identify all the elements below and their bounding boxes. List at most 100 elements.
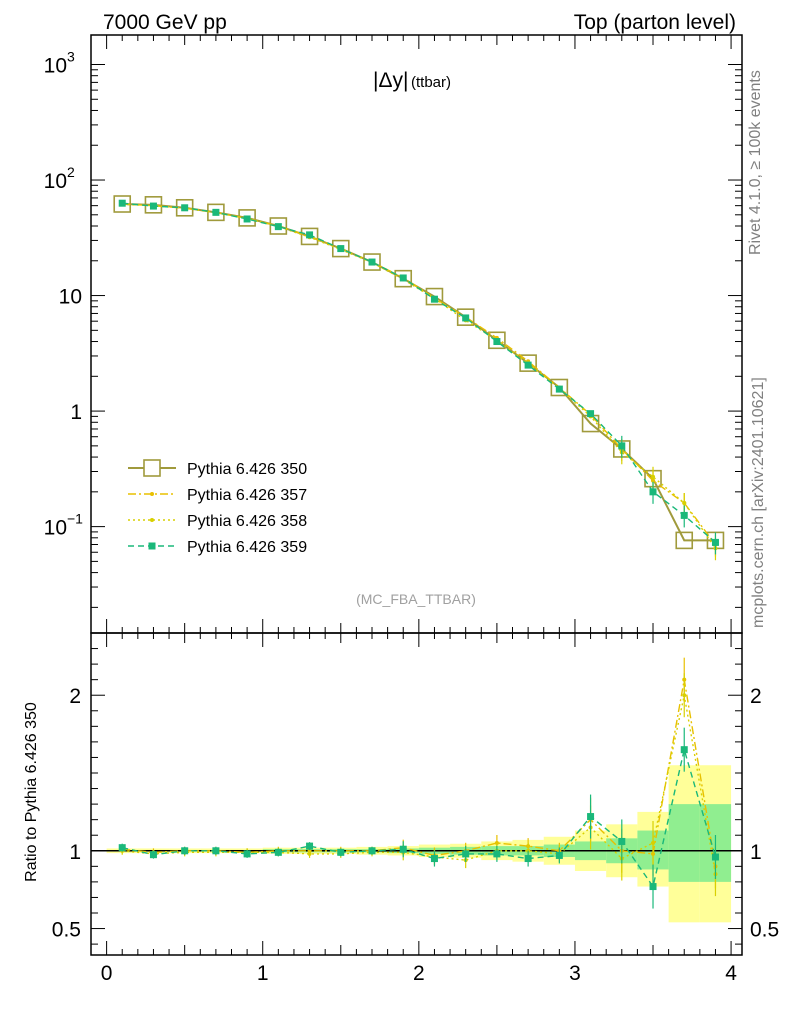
data-point <box>680 511 688 519</box>
data-point <box>269 217 288 235</box>
legend-marker <box>150 518 154 522</box>
rivet-label: Rivet 4.1.0, ≥ 100k events <box>747 70 764 255</box>
main-ytick-label: 10 <box>44 170 67 193</box>
data-point <box>430 855 438 863</box>
data-point <box>675 531 694 550</box>
ratio-line <box>122 746 717 889</box>
data-point <box>306 231 314 239</box>
legend-entry: Pythia 6.426 357 <box>128 487 307 504</box>
data-point <box>651 474 656 479</box>
data-point <box>331 239 350 258</box>
data-point <box>649 883 657 891</box>
data-point <box>462 850 470 858</box>
ratio-ylabel: Ratio to Pythia 6.426 350 <box>23 702 40 882</box>
legend-label: Pythia 6.426 350 <box>187 461 307 478</box>
data-point <box>587 813 595 821</box>
data-point <box>462 314 470 322</box>
data-point <box>524 855 532 863</box>
series-3 <box>118 199 719 555</box>
series-line <box>122 202 716 543</box>
data-point <box>274 848 282 856</box>
series-2 <box>120 202 718 561</box>
data-point <box>555 385 563 393</box>
data-point <box>337 848 345 856</box>
ratio-ytick-label-left: 2 <box>69 685 81 708</box>
legend-label: Pythia 6.426 357 <box>187 487 307 504</box>
data-point <box>300 227 319 246</box>
main-ytick-label: 10 <box>59 286 82 309</box>
legend-label: Pythia 6.426 359 <box>187 539 307 556</box>
data-point <box>306 842 314 850</box>
legend-entry: Pythia 6.426 350 <box>128 459 307 478</box>
ratio-line <box>122 679 717 867</box>
data-point <box>243 215 251 223</box>
legend-marker <box>143 459 161 477</box>
analysis-label: (MC_FBA_TTBAR) <box>356 591 476 607</box>
main-ytick-exponent: 3 <box>67 48 75 64</box>
legend-entry: Pythia 6.426 359 <box>128 539 307 556</box>
xtick-label: 1 <box>257 962 269 985</box>
data-point <box>149 851 157 859</box>
data-point <box>337 245 345 253</box>
data-point <box>118 844 126 852</box>
data-point <box>307 851 312 856</box>
ratio-ytick-label-left: 1 <box>69 841 81 864</box>
legend: Pythia 6.426 350 Pythia 6.426 357 Pythia 6… <box>128 459 307 556</box>
data-point <box>682 501 687 506</box>
plot-title: |Δy| <box>373 69 408 92</box>
main-ytick-label: 10 <box>44 517 67 540</box>
main-ytick-exponent: −1 <box>67 511 83 527</box>
data-point <box>711 853 719 861</box>
data-point <box>274 223 282 231</box>
data-point <box>550 378 569 397</box>
series-line <box>122 203 717 549</box>
legend-entry: Pythia 6.426 358 <box>128 513 307 530</box>
data-point <box>618 837 626 845</box>
data-point <box>456 308 475 326</box>
data-point <box>399 845 407 853</box>
data-point <box>394 269 413 288</box>
data-point <box>493 850 501 858</box>
data-point <box>493 338 501 346</box>
ratio-ytick-label-right: 0.5 <box>750 919 779 942</box>
data-point <box>425 287 444 306</box>
legend-marker <box>148 542 156 550</box>
ratio-ytick-label-right: 2 <box>750 685 762 708</box>
ratio-ytick-label-right: 1 <box>750 841 762 864</box>
data-point <box>212 208 220 216</box>
ratio-panel: 0.5 0.5 1 1 2 2 0 1 2 3 4 Ratio to Pythia 6.426 35… <box>23 632 779 985</box>
data-point <box>711 538 719 546</box>
data-point <box>430 295 438 303</box>
header-right: Top (parton level) <box>574 11 736 34</box>
plot-title-suffix: (ttbar) <box>411 74 451 91</box>
data-point <box>651 841 656 845</box>
data-point <box>368 847 376 855</box>
main-ytick-label: 10 <box>44 54 67 77</box>
ratio-ytick-label-left: 0.5 <box>52 919 81 942</box>
data-point <box>363 253 381 271</box>
ratio-frame <box>90 632 743 956</box>
data-point <box>149 202 157 210</box>
data-point <box>555 851 563 859</box>
legend-marker <box>150 492 154 496</box>
data-point <box>682 693 687 698</box>
main-ytick-label: 1 <box>70 401 82 424</box>
data-point <box>212 847 220 855</box>
data-point <box>118 199 126 207</box>
data-point <box>618 442 626 450</box>
data-point <box>243 850 251 858</box>
xtick-label: 3 <box>569 962 581 985</box>
legend-label: Pythia 6.426 358 <box>187 513 307 530</box>
mcplots-label: mcplots.cern.ch [arXiv:2401.10621] <box>750 377 767 628</box>
data-point <box>680 746 688 754</box>
data-point <box>399 274 407 282</box>
xtick-label: 0 <box>101 962 113 985</box>
header-left: 7000 GeV pp <box>103 11 227 34</box>
xtick-label: 4 <box>725 962 737 985</box>
data-point <box>238 209 256 227</box>
data-point <box>368 258 376 266</box>
data-point <box>524 361 532 369</box>
data-point <box>519 354 537 372</box>
